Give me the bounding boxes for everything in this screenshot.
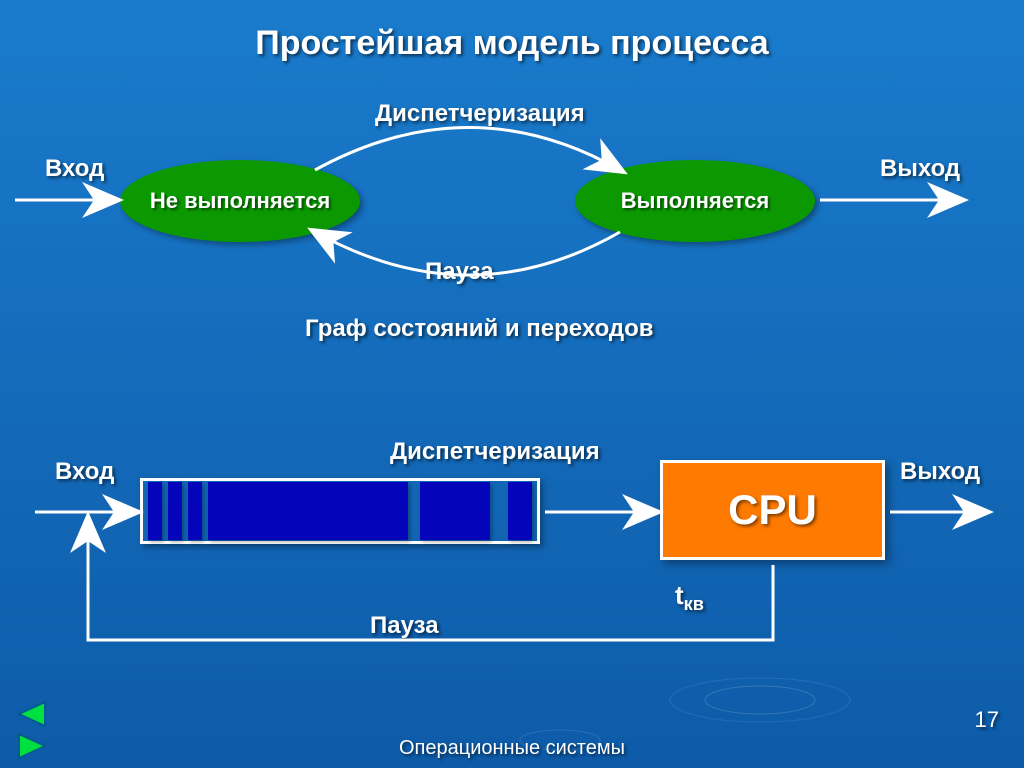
node-running: Выполняется [575,160,815,242]
label-exit-q: Выход [900,458,980,486]
page-number: 17 [975,707,999,733]
queue-seg-0 [148,482,162,540]
graph-caption: Граф состояний и переходов [305,315,654,343]
queue-seg-2 [188,482,202,540]
label-entry-q: Вход [55,458,114,486]
cpu-box: CPU [660,460,885,560]
node-not-running: Не выполняется [120,160,360,242]
label-exit-top: Выход [880,155,960,183]
label-dispatch-q: Диспетчеризация [390,438,600,466]
slide-title: Простейшая модель процесса [0,24,1024,63]
label-dispatch-top: Диспетчеризация [375,100,585,128]
label-pause-q: Пауза [370,612,439,640]
cpu-label: CPU [728,486,817,534]
node-not-running-label: Не выполняется [150,188,330,214]
label-entry-top: Вход [45,155,104,183]
node-running-label: Выполняется [621,188,769,214]
footer-text: Операционные системы [0,737,1024,760]
nav-prev-button[interactable] [15,700,49,728]
queue-seg-5 [508,482,532,540]
queue-seg-4 [420,482,490,540]
tq-sub: кв [684,594,704,614]
queue-seg-3 [208,482,408,540]
queue-seg-1 [168,482,182,540]
label-tq: tкв [675,580,704,615]
label-pause-top: Пауза [425,258,494,286]
tq-base: t [675,580,684,610]
